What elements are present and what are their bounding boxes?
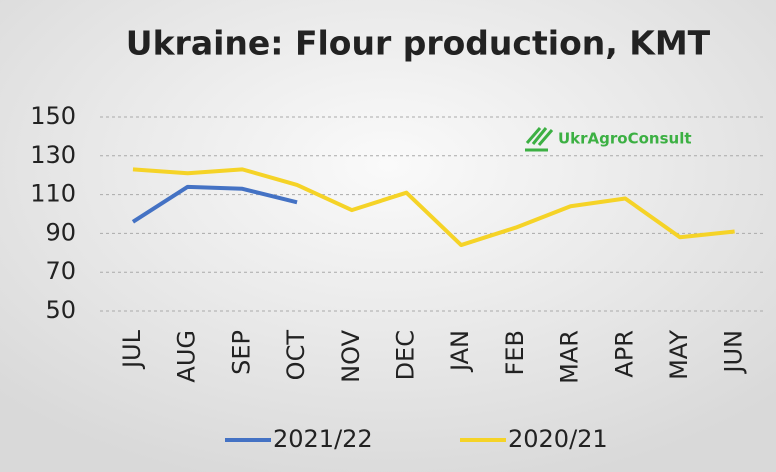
x-tick-label: DEC (391, 330, 419, 380)
x-tick-label: MAR (556, 330, 584, 384)
series-line (131, 184, 298, 224)
x-tick-label: MAY (665, 330, 693, 380)
y-tick-label: 130 (30, 141, 76, 169)
y-tick-label: 50 (45, 296, 76, 324)
logo-icon (525, 127, 554, 152)
x-tick-label: JUN (720, 330, 748, 375)
y-tick-label: 70 (45, 257, 76, 285)
watermark: UkrAgroConsult (558, 130, 692, 148)
x-tick-label: JAN (446, 330, 474, 373)
y-tick-label: 110 (30, 180, 76, 208)
legend-label: 2021/22 (273, 425, 373, 453)
x-tick-label: FEB (501, 330, 529, 375)
chart-title: Ukraine: Flour production, KMT (126, 24, 711, 63)
x-tick-label: NOV (337, 329, 365, 382)
x-tick-label: OCT (282, 330, 310, 381)
x-tick-label: APR (610, 330, 638, 378)
series-line (132, 167, 735, 248)
x-tick-label: SEP (227, 330, 255, 375)
y-tick-label: 150 (30, 102, 76, 130)
x-tick-label: AUG (173, 330, 201, 383)
x-tick-label: JUL (118, 329, 146, 370)
y-tick-label: 90 (45, 218, 76, 246)
legend-label: 2020/21 (508, 425, 608, 453)
